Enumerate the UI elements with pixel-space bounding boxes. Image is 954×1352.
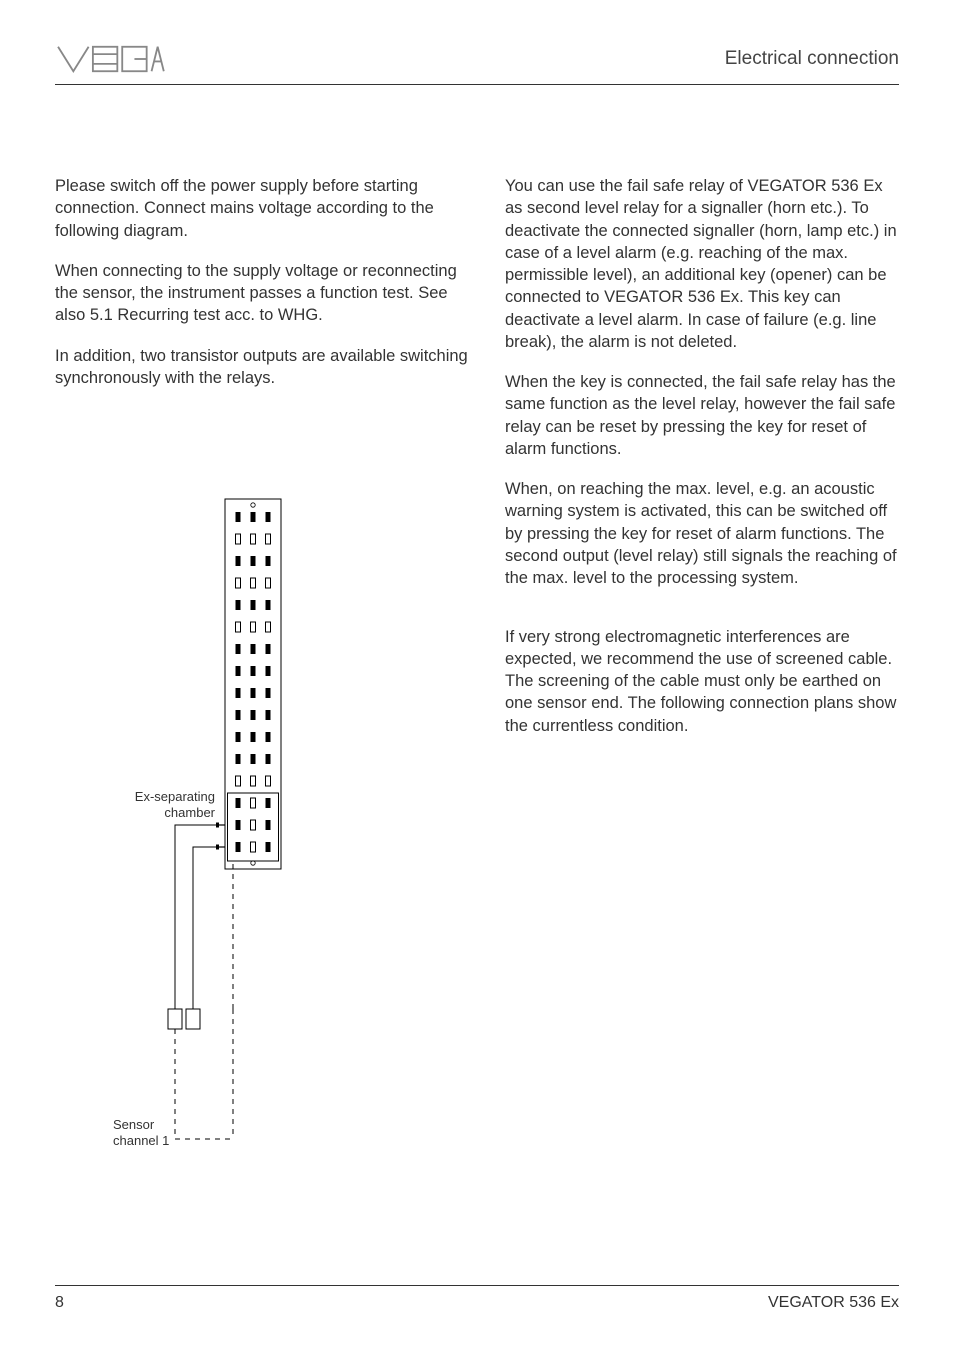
paragraph: When the key is connected, the fail safe… [505,371,899,460]
svg-text:channel 1: channel 1 [113,1133,169,1148]
vega-logo [55,40,165,78]
wiring-diagram: Ex-separatingchamber Sensorchannel 1 [55,489,475,1149]
paragraph: Please switch off the power supply befor… [55,175,475,242]
content-columns: Please switch off the power supply befor… [55,175,899,1149]
paragraph: When connecting to the supply voltage or… [55,260,475,327]
paragraph: In addition, two transistor outputs are … [55,345,475,390]
paragraph: You can use the fail safe relay of VEGAT… [505,175,899,353]
page-footer: 8 VEGATOR 536 Ex [55,1285,899,1312]
left-column: Please switch off the power supply befor… [55,175,475,1149]
doc-title: VEGATOR 536 Ex [768,1294,899,1312]
svg-text:Ex-separating: Ex-separating [135,789,215,804]
right-column: You can use the fail safe relay of VEGAT… [505,175,899,1149]
paragraph: When, on reaching the max. level, e.g. a… [505,478,899,589]
section-title: Electrical connection [725,48,899,70]
paragraph: If very strong electromagnetic interfere… [505,626,899,737]
svg-text:Sensor: Sensor [113,1117,155,1132]
svg-text:chamber: chamber [164,805,215,820]
page-number: 8 [55,1294,64,1312]
page-header: Electrical connection [55,40,899,85]
